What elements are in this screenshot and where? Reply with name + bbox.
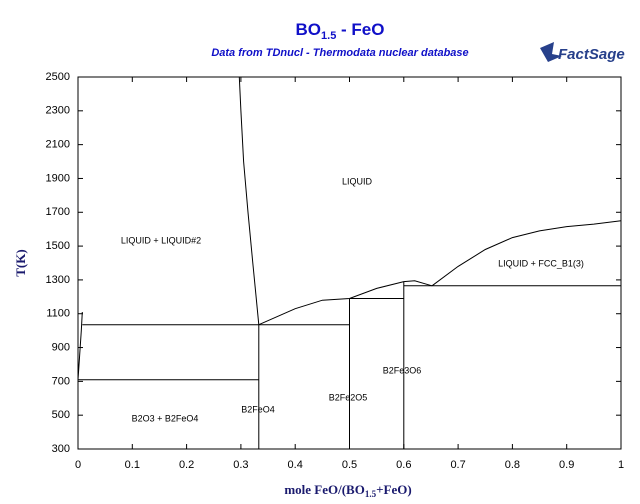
x-label-rest: +FeO) [376,482,412,497]
region-label: B2Fe3O6 [383,365,422,375]
chart-subtitle: Data from TDnucl - Thermodata nuclear da… [211,47,468,59]
logo: FactSage [540,42,625,63]
phase-boundary [238,76,260,325]
y-tick-label: 500 [52,409,70,421]
x-label-main: mole FeO/(BO [284,482,365,497]
y-tick-label: 700 [52,375,70,387]
title-rest: - FeO [336,20,384,39]
region-label: B2Fe2O5 [329,392,368,402]
title-subscript: 1.5 [321,30,336,42]
phase-boundary [77,311,83,380]
x-axis-label: mole FeO/(BO1.5+FeO) [284,482,411,499]
logo-text: FactSage [558,46,625,63]
title-main: BO [296,20,322,39]
y-tick-label: 2500 [46,71,70,83]
x-tick-label: 0.2 [179,459,194,471]
region-label: B2FeO4 [241,404,275,414]
x-tick-label: 0.7 [450,459,465,471]
x-tick-label: 0 [75,459,81,471]
logo-icon [540,42,562,62]
x-tick-label: 0.1 [125,459,140,471]
x-label-subscript: 1.5 [365,489,377,499]
x-tick-label: 0.5 [342,459,357,471]
region-label: LIQUID + LIQUID#2 [121,235,201,245]
y-tick-label: 1700 [46,206,70,218]
x-tick-label: 0.9 [559,459,574,471]
x-tick-label: 0.3 [233,459,248,471]
x-tick-label: 0.8 [505,459,520,471]
phase-boundary [258,280,433,326]
y-tick-label: 2300 [46,105,70,117]
y-tick-label: 2100 [46,139,70,151]
chart-title: BO1.5 - FeO [296,20,385,41]
region-label: LIQUID + FCC_B1(3) [498,258,584,268]
y-tick-label: 1100 [46,308,70,320]
y-axis-label: T(K) [13,249,28,276]
y-tick-label: 1500 [46,240,70,252]
phase-boundary [431,220,622,287]
x-tick-label: 0.4 [288,459,303,471]
y-tick-label: 1900 [46,172,70,184]
region-label: LIQUID [342,176,373,186]
y-tick-label: 300 [52,443,70,455]
y-tick-label: 900 [52,341,70,353]
y-tick-label: 1300 [46,274,70,286]
x-tick-label: 1 [618,459,624,471]
region-label: B2O3 + B2FeO4 [132,413,199,423]
x-tick-label: 0.6 [396,459,411,471]
